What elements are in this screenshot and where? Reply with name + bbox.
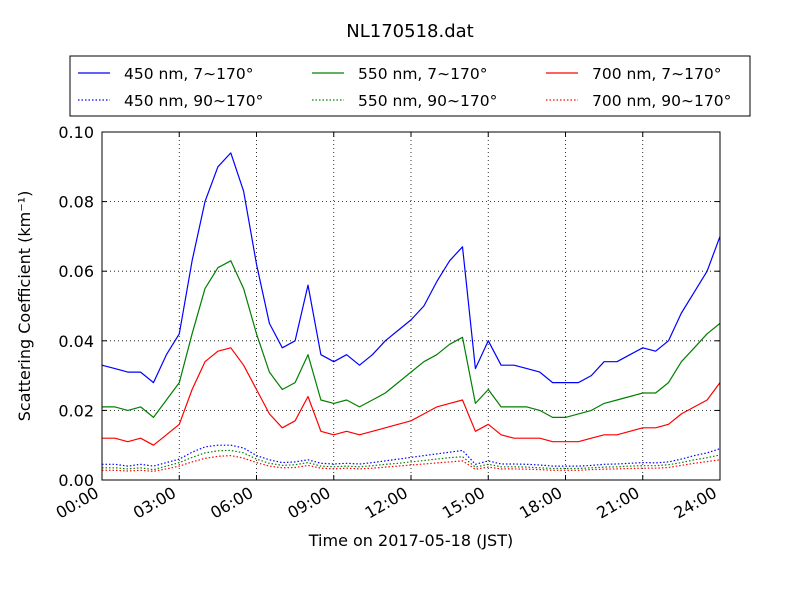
y-tick-label: 0.06 [58, 262, 94, 281]
legend-label-5: 700 nm, 90∼170° [592, 92, 731, 110]
x-axis-label: Time on 2017-05-18 (JST) [308, 531, 513, 550]
grid [102, 132, 720, 480]
legend-label-0: 450 nm, 7∼170° [124, 65, 253, 83]
series-layer [101, 152, 721, 472]
legend-label-4: 700 nm, 7∼170° [592, 65, 721, 83]
y-tick-label: 0.08 [58, 193, 94, 212]
y-tick-label: 0.02 [58, 401, 94, 420]
y-tick-label: 0.10 [58, 123, 94, 142]
y-axis-label: Scattering Coefficient (km⁻¹) [15, 191, 34, 422]
legend-label-2: 550 nm, 7∼170° [358, 65, 487, 83]
series-line-5 [102, 455, 721, 472]
legend-label-1: 450 nm, 90∼170° [124, 92, 263, 110]
chart-title: NL170518.dat [346, 21, 473, 42]
y-tick-label: 0.00 [58, 471, 94, 490]
legend-label-3: 550 nm, 90∼170° [358, 92, 497, 110]
series-line-3 [102, 449, 721, 471]
series-line-2 [102, 260, 721, 418]
y-tick-label: 0.04 [58, 332, 94, 351]
series-line-0 [101, 152, 721, 384]
legend: 450 nm, 7∼170° 550 nm, 7∼170° 700 nm, 7∼17… [69, 55, 751, 117]
series-line-4 [102, 347, 721, 446]
legend-frame [69, 55, 751, 117]
